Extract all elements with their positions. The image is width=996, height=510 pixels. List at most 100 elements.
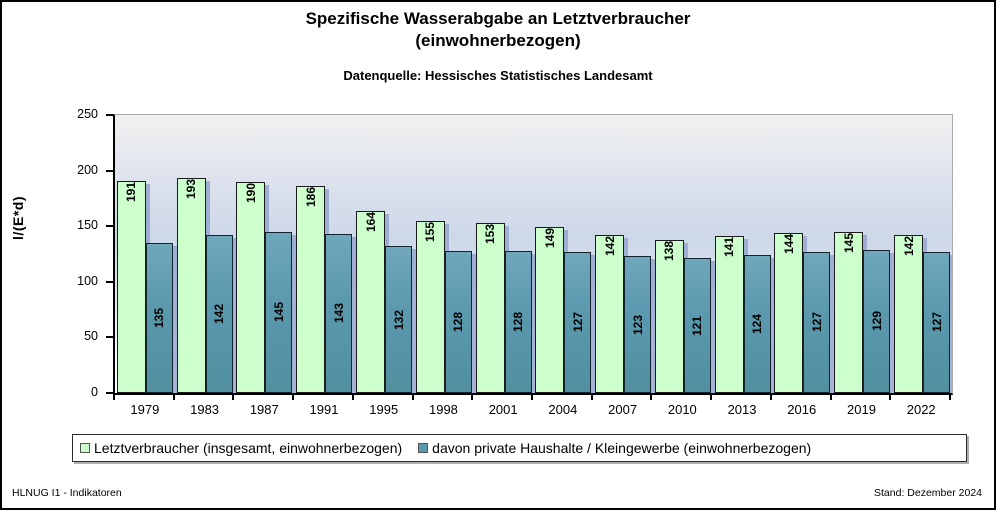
bar-total: 144 — [774, 232, 804, 393]
x-tick-label: 2022 — [906, 402, 936, 417]
x-tick-label: 2007 — [608, 402, 638, 417]
bar-total: 142 — [894, 235, 924, 393]
bar-value-label: 155 — [423, 221, 438, 242]
bar-value-label: 149 — [542, 228, 557, 249]
legend-items: Letztverbraucher (insgesamt, einwohnerbe… — [80, 440, 811, 456]
y-tick-label: 0 — [91, 385, 98, 399]
bar-value-label: 127 — [809, 312, 824, 333]
bar-value-label: 145 — [271, 302, 286, 323]
bar-total: 142 — [595, 235, 625, 393]
bar-total: 153 — [475, 222, 505, 393]
bar-value-label: 164 — [363, 211, 378, 232]
bar-households: 143 — [325, 233, 353, 393]
bar-value-label: 129 — [869, 311, 884, 332]
bar-households: 132 — [385, 246, 413, 393]
x-tick-label: 2013 — [727, 402, 757, 417]
x-tick — [531, 395, 533, 400]
chart-title: Spezifische Wasserabgabe an Letztverbrau… — [305, 9, 691, 28]
y-tick-label: 100 — [77, 273, 98, 288]
bar-households: 128 — [504, 250, 532, 393]
bar-group: 191 135 — [115, 115, 175, 393]
bar-value-label: 141 — [722, 237, 737, 258]
bar-total: 149 — [535, 227, 565, 393]
x-tick-label: 2001 — [488, 402, 518, 417]
bar-group: 186 143 — [294, 115, 354, 393]
bar-group: 193 142 — [175, 115, 235, 393]
bar-value-label: 143 — [331, 303, 346, 324]
plot-area: 191 135 193 142 190 145 186 143 164 132 155 128 153 1… — [113, 114, 953, 395]
x-axis-labels: 1979 1983 1987 1991 1995 1998 2001 2004 2007 2010… — [115, 402, 951, 417]
x-tick-label: 1995 — [369, 402, 399, 417]
bar-value-label: 121 — [690, 315, 705, 336]
y-tick-label: 50 — [84, 329, 98, 344]
bar-value-label: 142 — [212, 304, 227, 325]
bar-total: 193 — [176, 178, 206, 393]
x-tick-label: 1979 — [130, 402, 160, 417]
x-tick — [471, 395, 474, 400]
bar-total: 138 — [654, 239, 684, 393]
bar-value-label: 144 — [781, 233, 796, 254]
legend-label: davon private Haushalte / Kleingewerbe (… — [432, 440, 812, 456]
chart-title-line2: (einwohnerbezogen) — [415, 31, 581, 50]
bar-group: 145 129 — [832, 115, 892, 393]
y-tick-label: 200 — [77, 162, 98, 177]
bar-value-label: 128 — [511, 311, 526, 332]
x-tick-label: 1998 — [428, 402, 458, 417]
bar-total: 191 — [116, 180, 146, 393]
bar-value-label: 142 — [901, 236, 916, 257]
footer-source-label: HLNUG I1 - Indikatoren — [12, 487, 122, 499]
chart-subtitle: Datenquelle: Hessisches Statistisches La… — [343, 68, 653, 83]
x-tick-label: 2010 — [667, 402, 697, 417]
bar-total: 164 — [356, 210, 386, 393]
x-tick — [113, 395, 115, 400]
bar-value-label: 127 — [570, 312, 585, 333]
bar-value-label: 145 — [841, 232, 856, 253]
bar-total: 155 — [415, 220, 445, 393]
x-tick — [829, 395, 832, 400]
bar-households: 127 — [923, 251, 951, 393]
x-tick-label: 1991 — [309, 402, 339, 417]
y-tick-label: 250 — [77, 107, 98, 121]
x-tick — [889, 395, 892, 400]
bar-households: 124 — [743, 255, 771, 393]
bar-value-label: 132 — [391, 309, 406, 330]
x-tick-label: 2019 — [847, 402, 876, 417]
y-tick — [106, 336, 113, 339]
bar-households: 123 — [624, 256, 652, 393]
bar-group: 149 127 — [533, 115, 593, 393]
bar-group: 138 121 — [653, 115, 713, 393]
bar-value-label: 193 — [184, 179, 199, 200]
bar-value-label: 142 — [602, 236, 617, 257]
y-tick — [106, 280, 113, 283]
bar-total: 141 — [714, 236, 744, 393]
x-tick — [769, 395, 772, 400]
bar-households: 127 — [564, 251, 592, 393]
bar-value-label: 190 — [243, 182, 258, 203]
bar-group: 142 123 — [593, 115, 653, 393]
bar-value-label: 123 — [630, 314, 645, 335]
legend-swatch-icon — [80, 443, 90, 453]
bar-value-label: 153 — [483, 223, 498, 244]
x-tick-label: 1983 — [190, 402, 220, 417]
y-tick — [106, 169, 113, 172]
bar-group: 155 128 — [414, 115, 474, 393]
bar-group: 141 124 — [713, 115, 773, 393]
y-tick — [106, 225, 113, 228]
x-tick — [232, 395, 235, 400]
bar-value-label: 191 — [124, 181, 139, 202]
bar-households: 145 — [265, 231, 293, 393]
bar-group: 190 145 — [235, 115, 295, 393]
legend-swatch-icon — [418, 443, 429, 453]
x-tick — [650, 395, 653, 400]
x-tick — [590, 395, 593, 400]
bar-value-label: 128 — [451, 311, 466, 332]
x-tick — [949, 395, 951, 400]
legend-item: davon private Haushalte / Kleingewerbe (… — [418, 440, 811, 456]
bar-total: 186 — [296, 186, 326, 393]
bar-group: 153 128 — [474, 115, 534, 393]
bar-group: 164 132 — [354, 115, 414, 393]
bar-households: 142 — [205, 235, 233, 393]
legend-label: Letztverbraucher (insgesamt, einwohnerbe… — [94, 440, 403, 456]
bar-value-label: 124 — [750, 314, 765, 335]
